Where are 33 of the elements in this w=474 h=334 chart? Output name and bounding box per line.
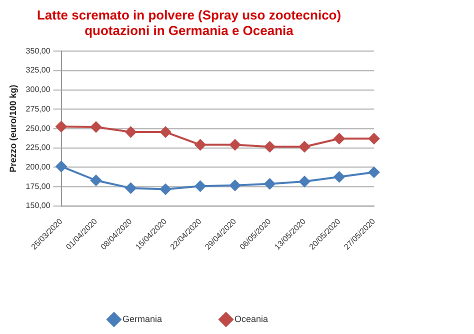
y-tick-label: 250,00 [26, 124, 51, 133]
point [368, 166, 380, 178]
legend-label: Oceania [234, 314, 268, 324]
point [90, 174, 102, 186]
point [264, 141, 276, 152]
point [90, 122, 102, 133]
point [125, 182, 136, 194]
y-tick-label: 325,00 [26, 66, 51, 75]
point [160, 126, 172, 138]
legend-label: Germania [122, 314, 162, 324]
point [334, 171, 345, 182]
chart-title: Latte scremato in polvere (Spray uso zootecnico) quotazioni in Germania e Oceania [36, 7, 342, 38]
point [264, 178, 276, 190]
point [299, 141, 310, 152]
point [230, 139, 241, 150]
y-tick-label: 225,00 [26, 143, 51, 152]
point [368, 133, 380, 144]
y-tick-label: 200,00 [26, 162, 51, 172]
y-axis-title: Prezzo (euro/100 kg) [8, 84, 18, 172]
point [160, 184, 172, 195]
point [230, 180, 241, 191]
y-tick-label: 300,00 [26, 85, 51, 94]
y-tick-label: 175,00 [26, 182, 51, 191]
y-tick-label: 150,00 [26, 201, 51, 210]
point [334, 133, 345, 144]
y-tick-label: 350,00 [26, 46, 51, 56]
point [299, 176, 310, 188]
y-tick-label: 275,00 [26, 104, 51, 114]
point [194, 139, 206, 150]
point [56, 160, 67, 172]
point [125, 126, 136, 138]
point [56, 121, 67, 132]
point [194, 180, 206, 192]
